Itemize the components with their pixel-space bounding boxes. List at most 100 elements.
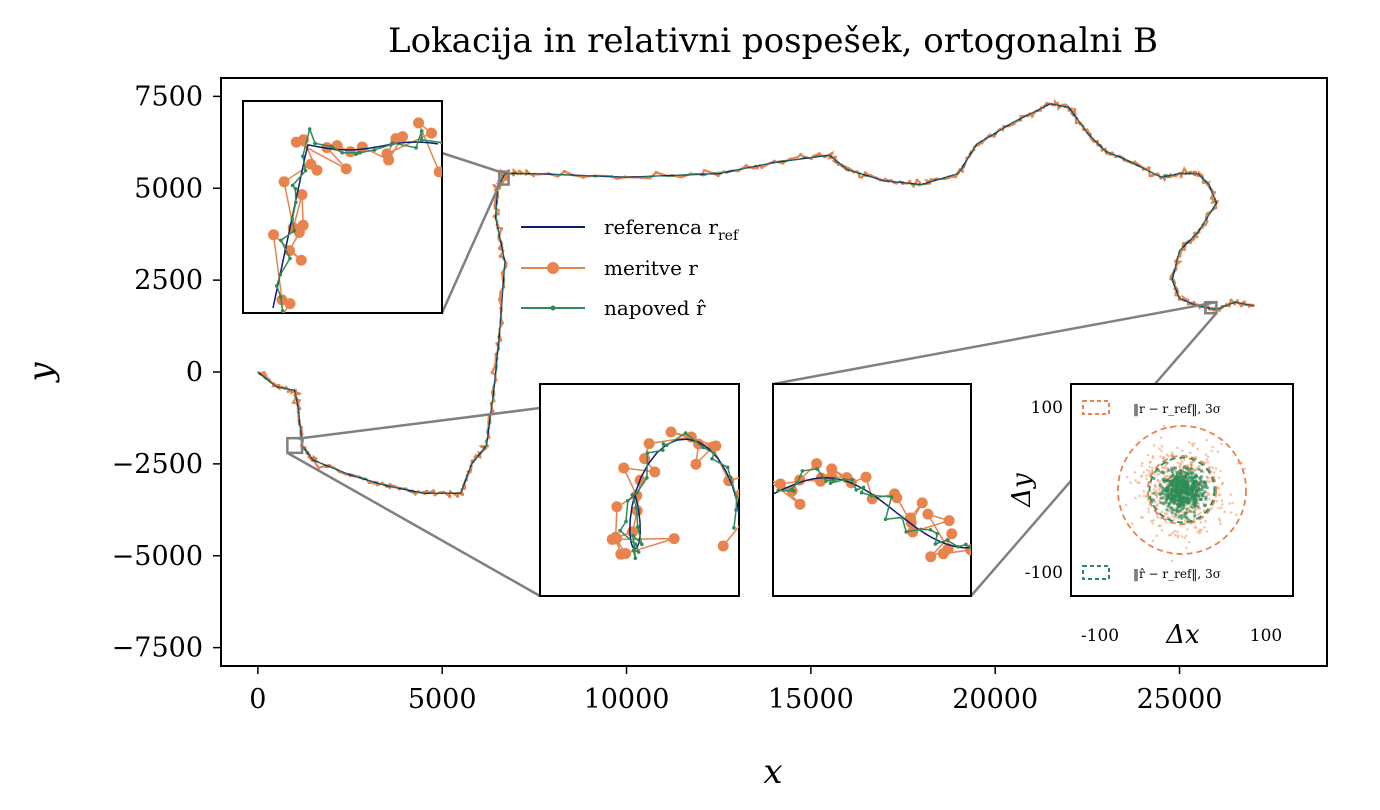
residual-pred-point [1159, 496, 1163, 501]
residual-meas-point [1179, 463, 1182, 466]
residual-pred-point [1197, 494, 1201, 499]
residual-meas-point [1154, 500, 1157, 504]
residual-pred-point [1198, 482, 1202, 486]
residual-pred-point [1181, 486, 1185, 490]
residual-meas-point [1179, 458, 1182, 461]
residual-meas-point [1193, 517, 1196, 520]
residual-meas-point [1184, 520, 1188, 523]
residual-meas-point [1236, 461, 1240, 465]
measurement-point [524, 169, 529, 173]
residual-pred-point [1170, 467, 1174, 471]
zoom-inset-content [606, 426, 757, 561]
inset-measurement-point [943, 515, 955, 527]
residual-meas-sigma [1146, 454, 1218, 526]
residual-meas-point [1159, 436, 1163, 440]
residual-pred-point [1186, 500, 1190, 505]
measurement-point [830, 151, 834, 155]
residual-pred-point [1184, 471, 1189, 476]
residual-meas-point [1156, 516, 1160, 519]
inset-measurement-point [278, 176, 290, 188]
inset-measurement-point [665, 426, 677, 438]
residual-meas-point [1206, 491, 1210, 494]
residual-meas-point [1160, 510, 1164, 514]
measurement-point [277, 383, 281, 387]
measurement-point [915, 178, 919, 182]
inset-prediction-point [630, 492, 635, 497]
residual-meas-point [1162, 424, 1166, 428]
residual-pred-point [1175, 470, 1179, 474]
measurement-point [433, 493, 437, 497]
residual-meas-point [1176, 534, 1180, 537]
x-tick-label: 25000 [1137, 684, 1223, 715]
measurement-point [495, 341, 499, 346]
residual-pred-point [1176, 499, 1180, 503]
residual-meas-point [1216, 486, 1220, 490]
residual-meas-point [1149, 460, 1152, 464]
inset-prediction-point [889, 495, 894, 499]
residual-meas-point [1145, 477, 1148, 481]
inset-prediction-point [828, 481, 833, 486]
inset-measurement-point [610, 531, 622, 543]
residual-pred-point [1161, 477, 1165, 482]
residual-meas-point [1193, 442, 1196, 445]
zoom-connector [301, 406, 541, 440]
inset-prediction-point [664, 443, 669, 448]
inset-prediction-point [712, 451, 716, 456]
residual-meas-point [1198, 507, 1202, 510]
residual-meas-point [1164, 482, 1168, 485]
residual-xtick-pos: 100 [1250, 626, 1282, 646]
inset-measurement-point [618, 462, 630, 474]
inset-prediction-point [440, 140, 442, 145]
residual-meas-point [1190, 464, 1194, 467]
residual-pred-point [1192, 510, 1196, 514]
residual-pred-point [1192, 500, 1196, 505]
residual-meas-point [1156, 479, 1159, 482]
residual-meas-point [1180, 535, 1184, 538]
inset-prediction-point [728, 475, 733, 480]
residual-pred-point [1175, 509, 1180, 514]
measurement-point [1073, 107, 1077, 112]
inset-prediction-point [618, 528, 622, 533]
inset-prediction-point [661, 442, 666, 446]
residual-meas-point [1198, 464, 1201, 468]
inset-prediction-point [278, 272, 283, 277]
inset-prediction-point [390, 140, 394, 145]
residual-meas-point [1209, 479, 1213, 482]
inset-prediction-point [883, 517, 888, 522]
residual-meas-point [1157, 473, 1161, 476]
inset-prediction-point [635, 490, 639, 495]
measurement-point [1074, 121, 1078, 125]
residual-meas-point [1145, 468, 1149, 472]
measurement-point [499, 226, 504, 231]
inset-measurement-point [907, 526, 919, 538]
residual-meas-point [1243, 467, 1246, 470]
inset-prediction-point [900, 515, 904, 520]
residual-pred-point [1184, 480, 1188, 484]
residual-meas-point [1196, 530, 1199, 534]
inset-prediction-point [824, 479, 828, 483]
residual-meas-point [1235, 513, 1238, 517]
zoom-inset-1 [242, 100, 443, 314]
residual-pred-point [1180, 469, 1184, 473]
residual-meas-point [1164, 475, 1167, 478]
residual-meas-point [1159, 455, 1162, 458]
inset-measurement-point [891, 492, 903, 504]
inset-prediction-point [928, 528, 933, 532]
residual-meas-point [1186, 464, 1190, 467]
residual-meas-point [1188, 451, 1192, 455]
inset-measurement-point [746, 469, 757, 480]
inset-measurement-point [340, 163, 352, 175]
legend-prediction-marker [550, 305, 556, 311]
residual-pred-point [1192, 496, 1196, 500]
residual-meas-point [1197, 513, 1200, 516]
inset-prediction-point [964, 542, 968, 547]
residual-meas-point [1206, 460, 1210, 464]
residual-meas-point [1173, 516, 1177, 519]
inset-prediction-point [734, 508, 738, 512]
residual-meas-point [1129, 481, 1132, 484]
inset-measurement-point [344, 146, 356, 158]
residual-meas-point [1142, 471, 1145, 474]
x-tick-label: 15000 [768, 684, 854, 715]
residual-pred-point [1177, 493, 1181, 497]
residual-pred-point [1164, 500, 1168, 505]
